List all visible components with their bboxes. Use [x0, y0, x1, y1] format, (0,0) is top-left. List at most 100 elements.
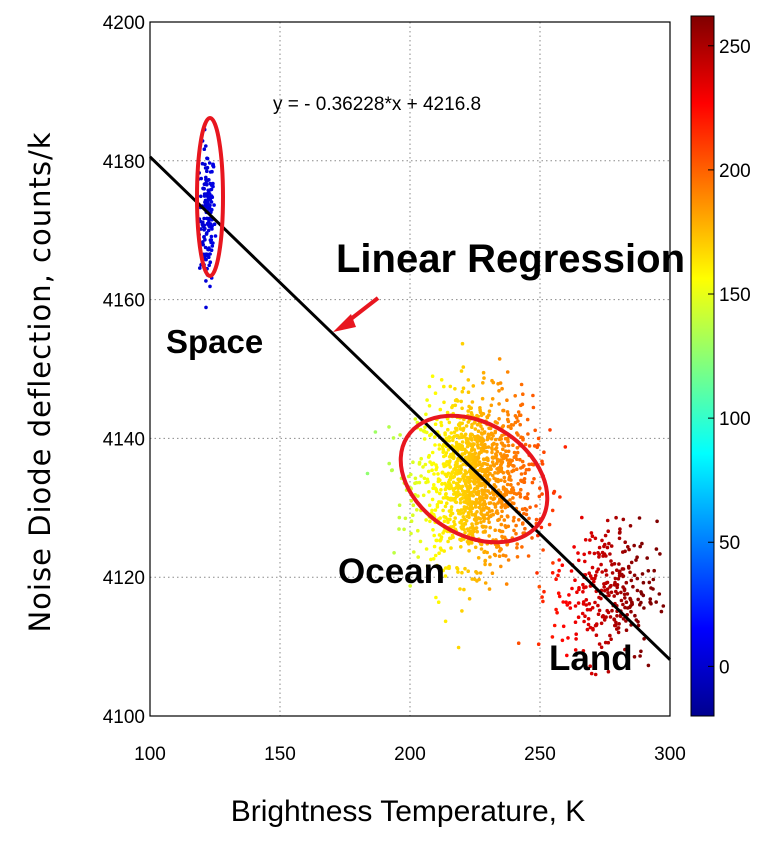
data-point [537, 494, 542, 499]
data-point [473, 512, 478, 516]
data-point [446, 448, 451, 452]
data-point [424, 518, 428, 522]
data-point [500, 509, 504, 514]
data-point [603, 640, 608, 645]
data-point [494, 453, 499, 458]
data-point [451, 524, 456, 529]
data-point [207, 246, 211, 250]
data-point [615, 614, 619, 618]
data-point [202, 235, 206, 239]
data-point [471, 476, 476, 480]
data-point [587, 602, 592, 606]
data-point [437, 551, 441, 555]
data-point [472, 577, 477, 582]
data-point [452, 455, 456, 459]
data-point [479, 511, 483, 516]
data-point [429, 557, 433, 562]
data-point [583, 538, 588, 542]
data-point [590, 534, 595, 538]
data-point [460, 389, 465, 394]
colorbar-tick-label: 50 [719, 533, 740, 554]
data-point [435, 505, 440, 509]
data-point [563, 445, 568, 449]
data-point [479, 442, 484, 447]
data-point [555, 610, 559, 615]
data-point [484, 473, 489, 477]
data-point [467, 597, 472, 601]
data-point [465, 444, 470, 449]
data-point [593, 573, 598, 578]
data-point [467, 512, 471, 517]
data-point [527, 467, 531, 472]
data-point [482, 499, 487, 504]
data-point [576, 551, 580, 555]
data-point [497, 357, 502, 361]
data-point [512, 528, 516, 533]
data-point [584, 603, 588, 607]
data-point [583, 614, 587, 618]
colorbar-tick-label: 200 [719, 161, 751, 182]
data-point [610, 562, 614, 567]
data-point [435, 538, 439, 543]
data-point [631, 584, 635, 589]
data-point [411, 460, 415, 465]
data-point [589, 671, 594, 676]
data-point [616, 630, 621, 635]
data-point [466, 569, 471, 573]
data-point [446, 427, 450, 432]
data-point [542, 589, 546, 594]
data-point [624, 619, 628, 623]
data-point [505, 417, 510, 422]
data-point [470, 512, 475, 517]
data-point [459, 545, 463, 549]
data-point [520, 545, 524, 549]
data-point [600, 651, 604, 655]
data-point [446, 497, 451, 501]
data-point [463, 521, 467, 526]
data-point [646, 663, 651, 668]
data-point [504, 554, 508, 558]
data-point [617, 622, 621, 626]
data-point [599, 562, 603, 567]
data-point [624, 580, 629, 585]
data-point [443, 431, 447, 435]
data-point [483, 457, 488, 462]
data-point [482, 524, 486, 529]
data-point [409, 472, 413, 477]
data-point [595, 570, 599, 574]
data-point [512, 464, 516, 468]
data-point [472, 481, 477, 486]
data-point [593, 672, 598, 677]
data-point [436, 479, 441, 484]
data-point [464, 519, 469, 523]
data-point [419, 427, 423, 432]
data-point [419, 456, 424, 461]
data-point [203, 200, 207, 204]
data-point [497, 554, 502, 558]
data-point [452, 434, 457, 439]
data-point [536, 436, 541, 441]
data-point [391, 436, 396, 440]
data-point [444, 483, 449, 487]
data-point [471, 526, 475, 531]
data-point [518, 422, 522, 427]
data-point [565, 603, 570, 607]
data-point [493, 503, 498, 507]
data-point [516, 482, 520, 486]
data-point [603, 542, 607, 547]
data-point [466, 409, 471, 413]
data-point [204, 178, 209, 182]
data-point [204, 305, 208, 310]
data-point [456, 443, 460, 447]
data-point [503, 524, 508, 528]
data-point [470, 425, 474, 430]
data-point [473, 437, 478, 442]
data-point [211, 181, 215, 186]
colorbar-tick-label: 250 [719, 37, 751, 58]
data-point [585, 627, 590, 632]
data-point [535, 571, 539, 575]
data-point [450, 475, 455, 479]
data-point [602, 582, 606, 586]
data-point [519, 382, 524, 387]
data-point [565, 653, 569, 658]
